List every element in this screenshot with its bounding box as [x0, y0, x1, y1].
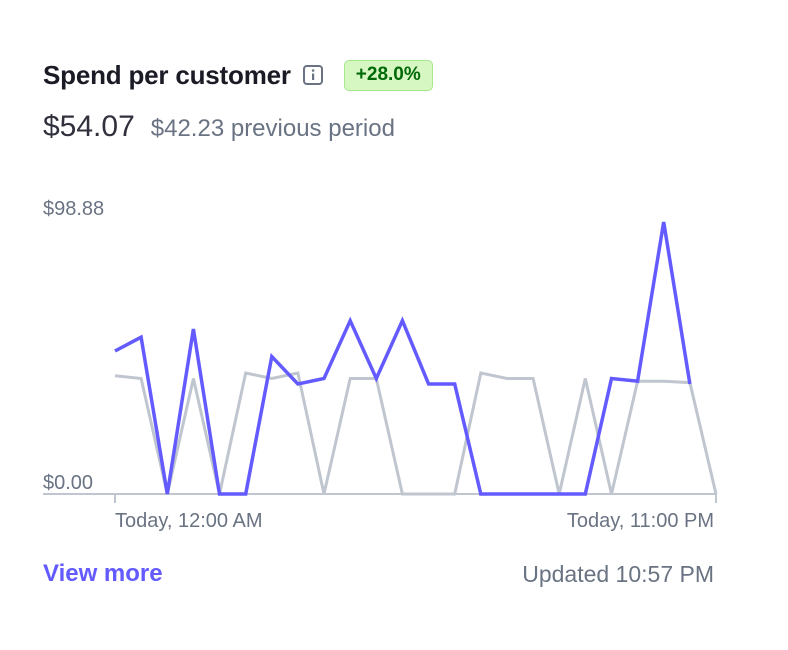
x-tick-label-end: Today, 11:00 PM: [567, 510, 714, 532]
updated-timestamp: Updated 10:57 PM: [522, 561, 714, 587]
change-badge: +28.0%: [343, 59, 433, 91]
card-header: Spend per customer +28.0%: [43, 58, 433, 92]
y-tick-label-max: $98.88: [43, 198, 104, 220]
metric-value: $54.07: [43, 110, 135, 143]
card-title: Spend per customer: [43, 59, 291, 90]
info-icon[interactable]: [302, 64, 324, 86]
y-tick-label-min: $0.00: [43, 472, 93, 494]
x-tick-label-start: Today, 12:00 AM: [115, 510, 263, 532]
view-more-link[interactable]: View more: [43, 560, 163, 587]
metric-row: $54.07 $42.23 previous period: [43, 110, 395, 144]
previous-period-line: [114, 371, 718, 496]
previous-period-value: $42.23 previous period: [150, 115, 395, 142]
current-period-line: [114, 221, 692, 496]
